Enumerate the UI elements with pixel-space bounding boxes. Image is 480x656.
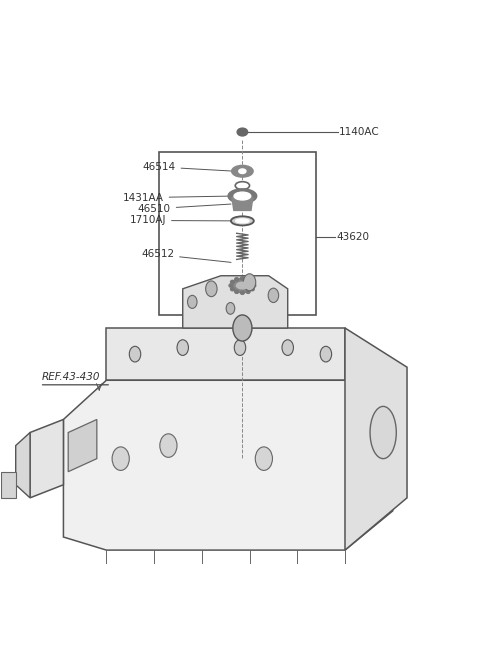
Ellipse shape xyxy=(251,280,254,283)
Text: 46512: 46512 xyxy=(141,249,231,262)
Polygon shape xyxy=(30,419,63,498)
Ellipse shape xyxy=(234,192,251,200)
Text: 1710AJ: 1710AJ xyxy=(130,215,230,226)
Polygon shape xyxy=(107,328,345,380)
Ellipse shape xyxy=(235,277,239,281)
Polygon shape xyxy=(1,472,16,498)
Ellipse shape xyxy=(246,290,250,293)
Ellipse shape xyxy=(232,165,253,177)
Bar xyxy=(159,152,316,315)
Polygon shape xyxy=(16,432,30,498)
Ellipse shape xyxy=(240,277,244,280)
Polygon shape xyxy=(63,380,393,550)
Text: 1431AA: 1431AA xyxy=(123,193,230,203)
Circle shape xyxy=(234,340,246,356)
Polygon shape xyxy=(68,419,97,472)
Ellipse shape xyxy=(246,277,250,281)
Circle shape xyxy=(320,346,332,362)
Text: 46510: 46510 xyxy=(138,204,231,214)
Ellipse shape xyxy=(230,280,234,283)
Ellipse shape xyxy=(235,182,250,190)
Text: 43620: 43620 xyxy=(337,232,370,241)
Ellipse shape xyxy=(236,219,249,223)
Ellipse shape xyxy=(237,128,248,136)
Circle shape xyxy=(112,447,129,470)
Ellipse shape xyxy=(229,284,233,287)
Circle shape xyxy=(160,434,177,457)
Ellipse shape xyxy=(231,278,254,293)
Ellipse shape xyxy=(231,216,254,226)
Ellipse shape xyxy=(240,291,244,295)
Polygon shape xyxy=(345,328,407,550)
Ellipse shape xyxy=(235,290,239,293)
Ellipse shape xyxy=(237,282,248,289)
Ellipse shape xyxy=(252,284,256,287)
Ellipse shape xyxy=(239,169,246,174)
Text: REF.43-430: REF.43-430 xyxy=(42,372,100,382)
Circle shape xyxy=(205,281,217,297)
Ellipse shape xyxy=(251,287,254,291)
Circle shape xyxy=(268,288,279,302)
Ellipse shape xyxy=(230,287,234,291)
Circle shape xyxy=(282,340,293,356)
Ellipse shape xyxy=(228,189,257,203)
Circle shape xyxy=(129,346,141,362)
Circle shape xyxy=(233,315,252,341)
Circle shape xyxy=(255,447,273,470)
Polygon shape xyxy=(232,197,253,211)
Polygon shape xyxy=(183,276,288,328)
Text: 1140AC: 1140AC xyxy=(339,127,380,137)
Circle shape xyxy=(188,295,197,308)
Ellipse shape xyxy=(370,406,396,459)
Circle shape xyxy=(226,302,235,314)
Text: 46514: 46514 xyxy=(143,162,232,172)
Circle shape xyxy=(177,340,189,356)
Circle shape xyxy=(243,274,256,291)
